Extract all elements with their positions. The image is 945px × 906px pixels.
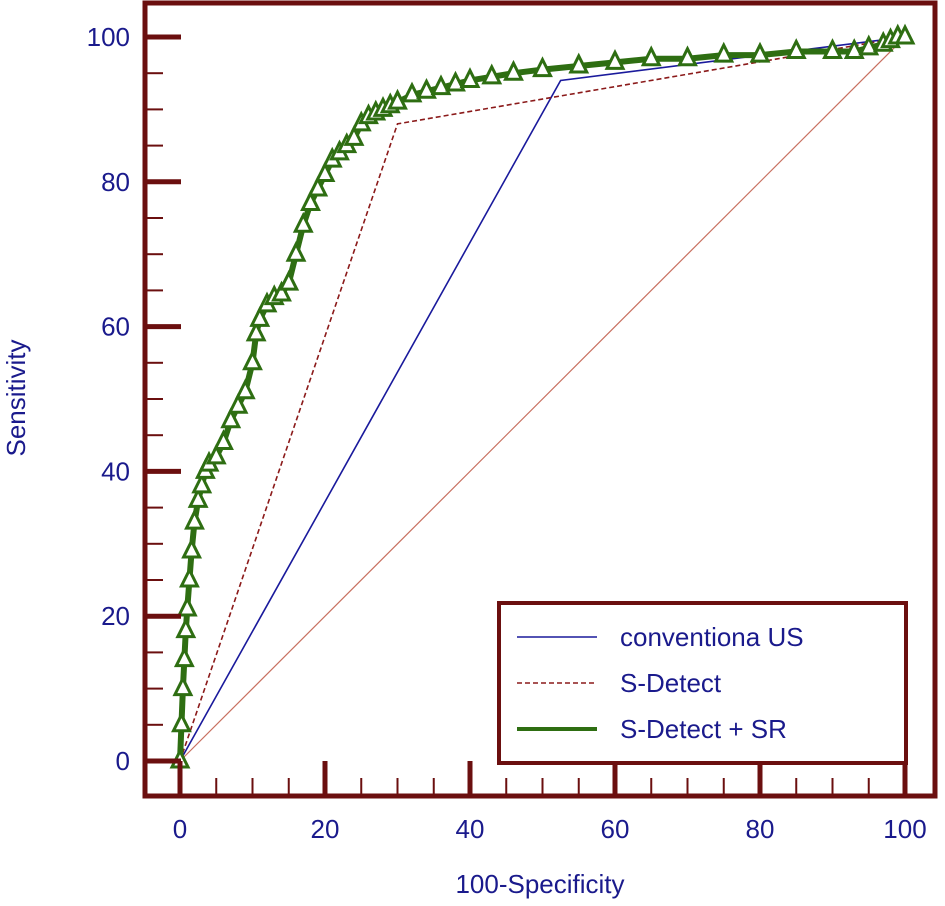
s-detect-sr-marker xyxy=(822,38,843,59)
s-detect-sr-marker xyxy=(271,280,292,302)
s-detect-sr-marker xyxy=(278,269,300,291)
x-tick-label: 20 xyxy=(311,814,340,844)
s-detect-line xyxy=(179,36,906,762)
s-detect-sr-marker xyxy=(503,59,524,81)
s-detect-sr-marker xyxy=(785,38,807,59)
s-detect-sr-marker xyxy=(343,125,365,146)
s-detect-sr-marker xyxy=(249,306,271,327)
legend-box xyxy=(497,601,908,765)
legend: conventiona US S-Detect S-Detect + SR xyxy=(497,601,908,765)
x-tick-label: 80 xyxy=(746,814,775,844)
s-detect-sr-marker xyxy=(459,67,481,88)
x-axis-title: 100-Specificity xyxy=(455,869,624,899)
y-axis-title: Sensitivity xyxy=(1,339,31,456)
s-detect-sr-marker xyxy=(187,487,209,508)
s-detect-sr-marker xyxy=(181,537,203,559)
s-detect-sr-marker xyxy=(242,349,263,371)
s-detect-sr-marker xyxy=(205,443,227,465)
s-detect-sr-marker xyxy=(213,429,234,450)
reference-diagonal-line xyxy=(179,36,906,762)
s-detect-sr-marker xyxy=(894,23,916,45)
s-detect-sr-marker xyxy=(677,45,698,67)
s-detect-sr-marker xyxy=(172,675,194,697)
s-detect-sr-marker xyxy=(416,77,437,99)
y-axis: 0 20 40 60 80 100 xyxy=(87,22,181,776)
y-tick-label: 60 xyxy=(101,312,130,342)
s-detect-sr-marker xyxy=(568,52,590,74)
s-detect-sr-marker xyxy=(184,508,205,530)
x-tick-label: 0 xyxy=(173,814,187,844)
s-detect-legend-label: S-Detect xyxy=(620,668,722,698)
s-detect-sr-marker xyxy=(292,211,314,233)
s-detect-sr-marker xyxy=(713,41,735,63)
s-detect-sr-marker xyxy=(220,407,242,429)
x-tick-label: 60 xyxy=(601,814,630,844)
s-detect-sr-marker xyxy=(640,45,662,67)
y-tick-label: 40 xyxy=(101,456,130,486)
y-tick-label: 80 xyxy=(101,167,130,197)
s-detect-sr-marker xyxy=(445,70,466,92)
s-detect-sr-marker xyxy=(401,81,423,103)
marker-layer xyxy=(169,23,916,769)
s-detect-sr-legend-label: S-Detect + SR xyxy=(620,714,787,744)
s-detect-sr-marker xyxy=(171,711,192,733)
s-detect-sr-marker xyxy=(749,41,771,63)
x-axis: 0 20 40 60 80 100 xyxy=(173,761,927,844)
x-tick-label: 100 xyxy=(883,814,926,844)
reference-line-layer xyxy=(179,36,906,762)
conventiona-us-legend-label: conventiona US xyxy=(620,622,804,652)
s-detect-sr-marker xyxy=(173,646,195,668)
s-detect-sr-marker xyxy=(245,320,267,342)
y-tick-label: 100 xyxy=(87,22,130,52)
s-detect-sr-marker xyxy=(858,34,880,56)
s-detect-sr-marker xyxy=(843,38,865,59)
x-tick-label: 40 xyxy=(456,814,485,844)
s-detect-sr-marker xyxy=(176,595,198,617)
s-detect-sr-marker xyxy=(234,378,256,400)
y-tick-label: 0 xyxy=(116,746,130,776)
s-detect-sr-marker xyxy=(481,63,503,85)
s-detect-sr-marker xyxy=(430,74,452,96)
legend-entries: conventiona US S-Detect S-Detect + SR xyxy=(517,622,804,744)
s-detect-sr-marker xyxy=(307,175,329,197)
s-detect-sr-marker xyxy=(191,472,213,494)
s-detect-sr-marker xyxy=(314,161,336,183)
s-detect-sr-marker xyxy=(178,566,200,588)
s-detect-sr-marker xyxy=(300,190,321,212)
s-detect-sr-marker xyxy=(387,88,408,110)
y-tick-label: 20 xyxy=(101,601,130,631)
s-detect-sr-marker xyxy=(227,392,249,414)
s-detect-sr-marker xyxy=(285,240,307,262)
s-detect-sr-marker xyxy=(532,56,553,78)
plot-frame xyxy=(142,0,938,799)
s-detect-sr-marker xyxy=(175,617,197,639)
s-detect-sr-marker xyxy=(604,48,626,70)
